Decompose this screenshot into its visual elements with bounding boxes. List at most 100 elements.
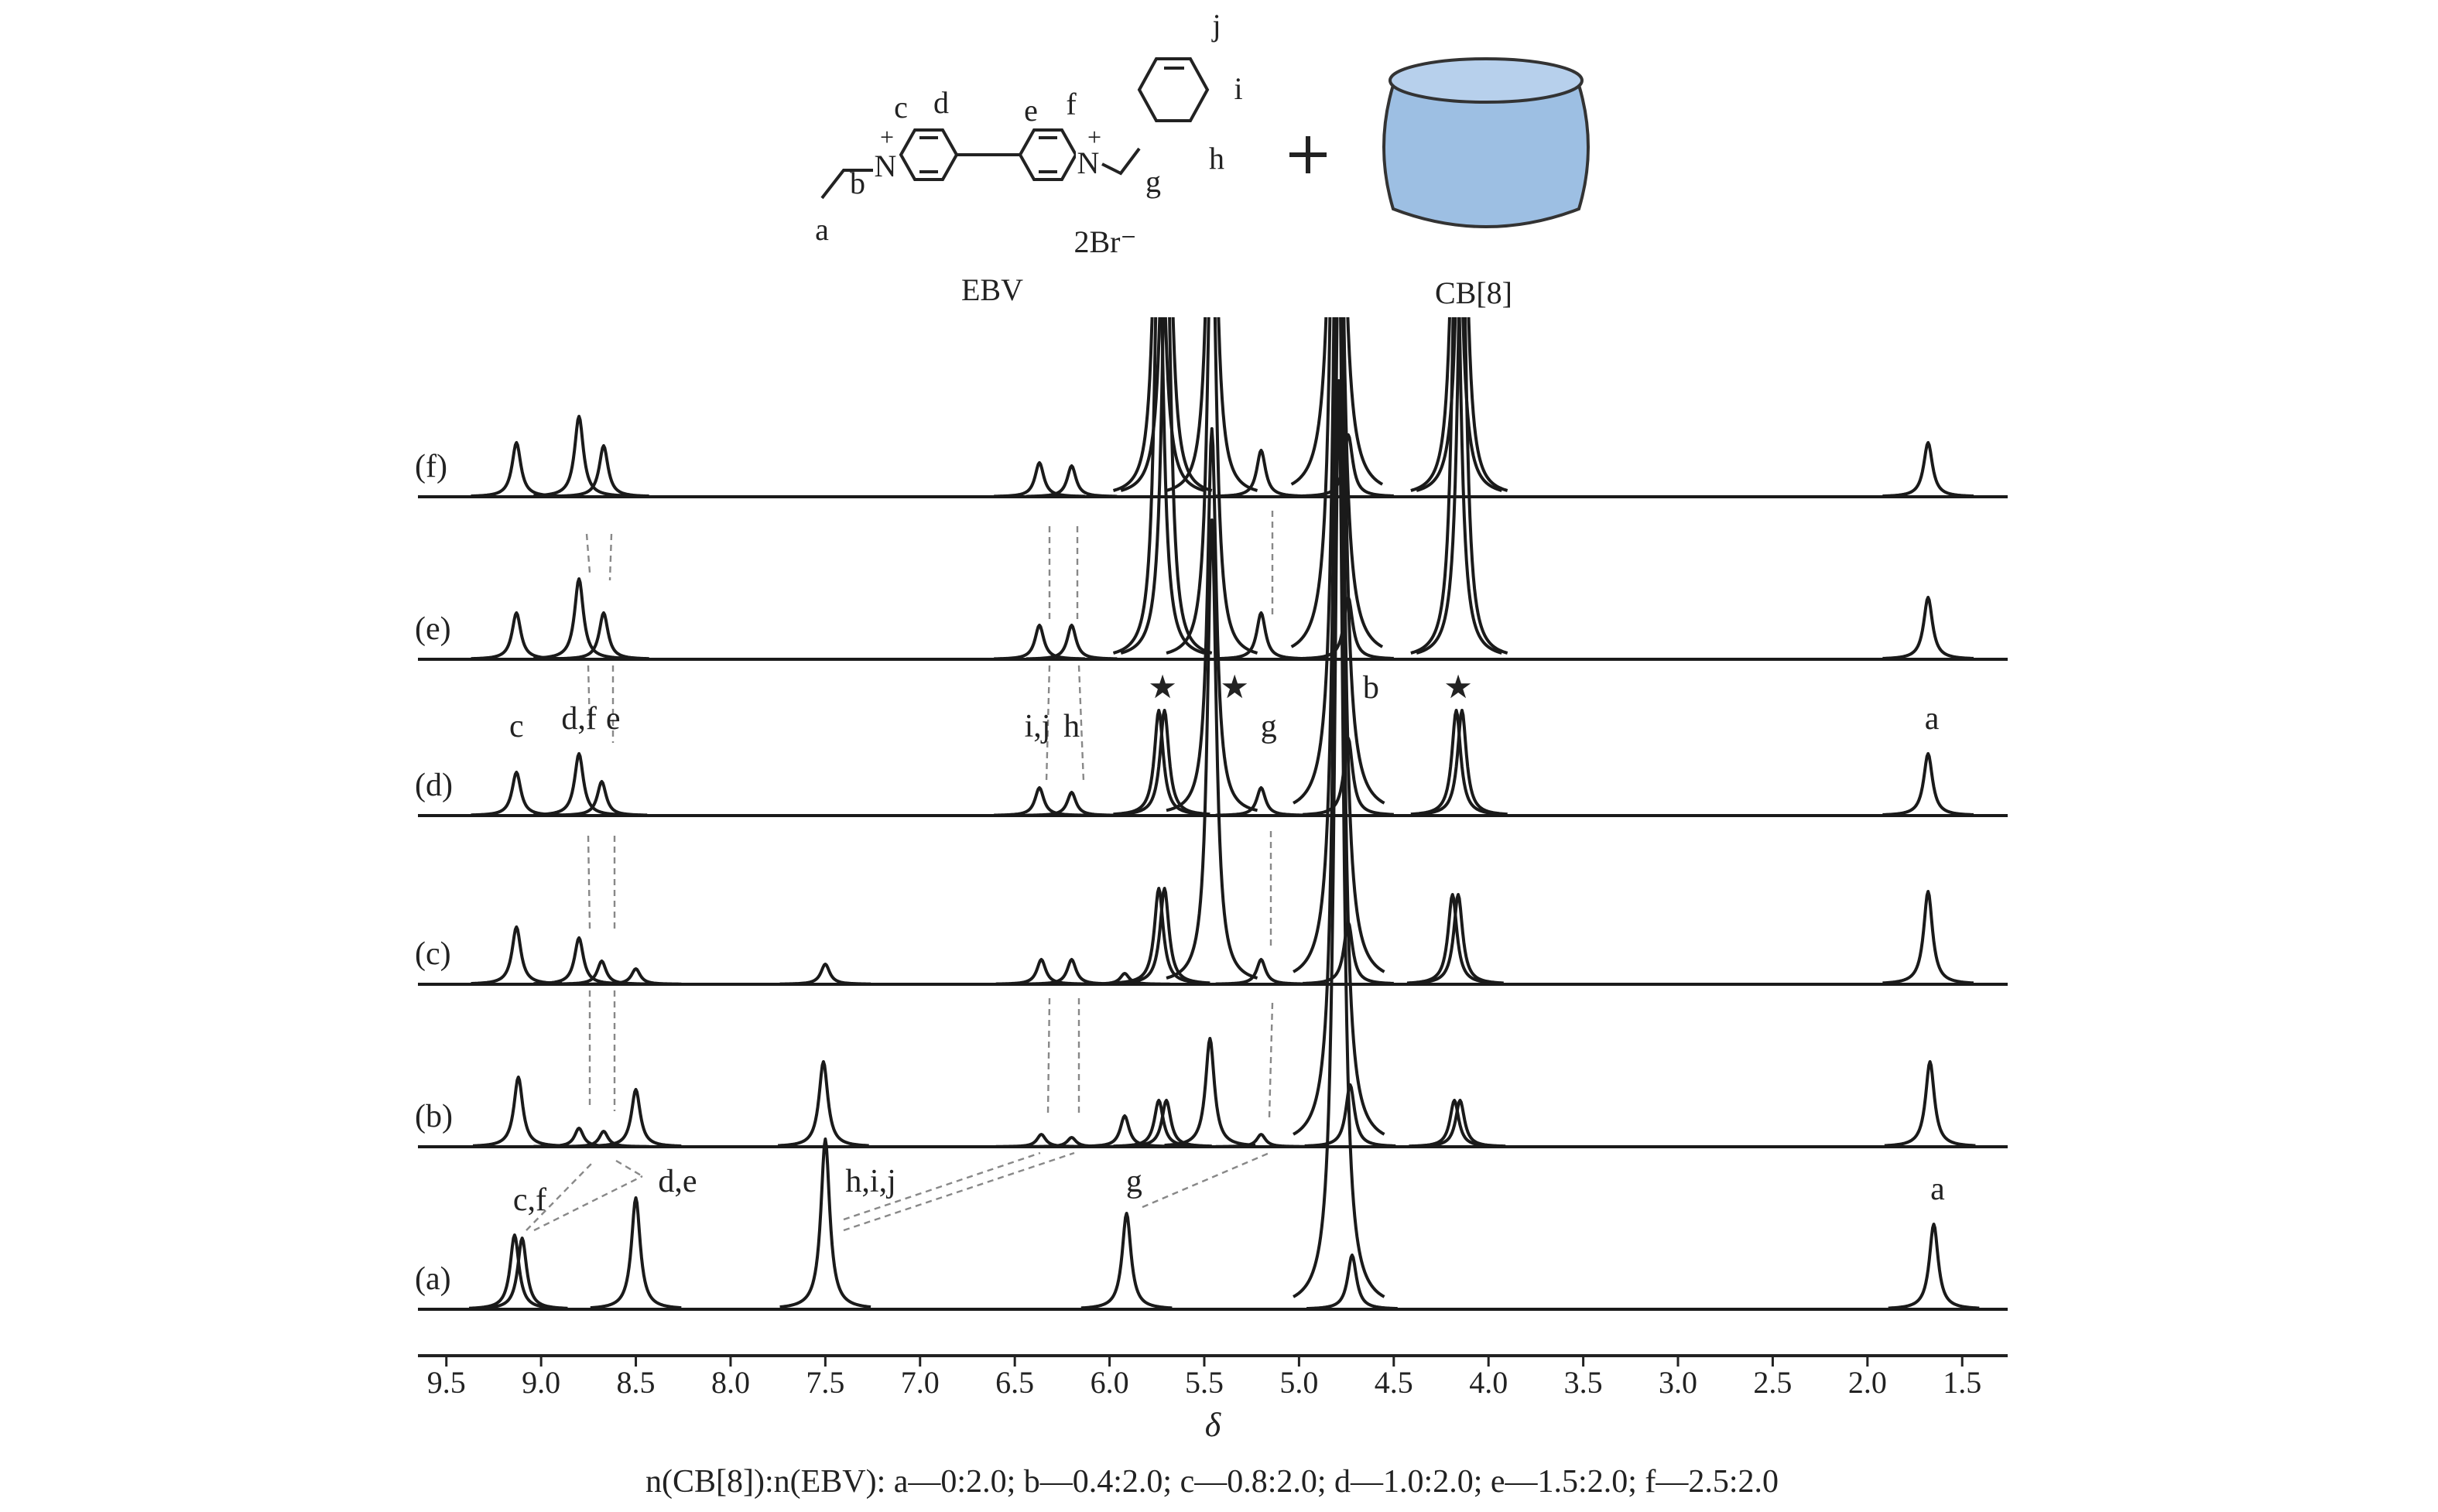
peak bbox=[777, 1060, 870, 1148]
spectrum-label: (d) bbox=[415, 768, 453, 803]
peak bbox=[1302, 737, 1395, 816]
atom-label: g bbox=[1145, 164, 1161, 199]
atom-label: c bbox=[894, 90, 908, 125]
peak-annotation: c bbox=[509, 709, 524, 744]
peak bbox=[557, 611, 650, 661]
cb8-barrel bbox=[1382, 57, 1590, 228]
peak bbox=[532, 577, 625, 660]
peak bbox=[1416, 709, 1508, 816]
peak bbox=[1026, 464, 1118, 498]
peak bbox=[1215, 611, 1307, 661]
x-tick-label: 1.5 bbox=[1943, 1365, 1981, 1400]
atom-label: d bbox=[933, 85, 949, 120]
peak bbox=[532, 1127, 625, 1148]
x-tick-label: 2.5 bbox=[1753, 1365, 1792, 1400]
peak-annotation: e bbox=[606, 701, 621, 737]
peak bbox=[557, 444, 650, 498]
peak bbox=[779, 963, 871, 986]
spectrum-label: (e) bbox=[415, 611, 451, 647]
peak bbox=[1120, 317, 1213, 492]
peak bbox=[1882, 596, 1974, 660]
peak bbox=[1290, 317, 1384, 486]
x-tick-label: 7.0 bbox=[901, 1365, 940, 1400]
peak bbox=[1416, 317, 1508, 492]
peak-annotation: a bbox=[1930, 1172, 1945, 1207]
spectra bbox=[418, 317, 2008, 1311]
x-tick-label: 4.0 bbox=[1469, 1365, 1508, 1400]
x-tick-label: 9.0 bbox=[522, 1365, 560, 1400]
peak bbox=[1215, 786, 1307, 817]
peak bbox=[1888, 1223, 1980, 1310]
x-tick-label: 2.0 bbox=[1848, 1365, 1887, 1400]
peak bbox=[471, 611, 563, 661]
x-tick-label: 8.5 bbox=[617, 1365, 656, 1400]
peak-annotation: a bbox=[1925, 701, 1940, 737]
peak-annotation: ★ bbox=[1220, 670, 1249, 706]
guide-lines bbox=[526, 511, 1274, 1232]
peak bbox=[1290, 317, 1384, 648]
label-backing bbox=[873, 149, 898, 180]
scheme-labels: a b c d e f g h i j N + N + 2Br⁻ EBV CB[… bbox=[815, 8, 1512, 310]
charge-label: + bbox=[880, 123, 894, 151]
peak bbox=[1026, 791, 1118, 817]
x-tick-label: 5.5 bbox=[1185, 1365, 1224, 1400]
peak bbox=[1112, 317, 1205, 492]
peak bbox=[1416, 317, 1508, 655]
peak-annotation: h,i,j bbox=[845, 1164, 895, 1199]
spectrum-label: (c) bbox=[415, 936, 451, 972]
peak bbox=[1293, 379, 1385, 1298]
peak bbox=[1302, 433, 1395, 498]
peak bbox=[557, 1130, 650, 1148]
peak bbox=[476, 1237, 568, 1310]
peak-annotation: b bbox=[1363, 670, 1379, 706]
peak bbox=[1078, 972, 1171, 986]
x-tick-label: 6.5 bbox=[995, 1365, 1034, 1400]
atom-label: h bbox=[1209, 141, 1224, 176]
atom-label: e bbox=[1024, 93, 1038, 128]
peak bbox=[468, 1233, 561, 1310]
peak bbox=[1215, 958, 1307, 986]
peak bbox=[1293, 317, 1385, 805]
plot-area: 9.5 9.0 8.5 8.0 7.5 7.0 6.5 6.0 5.5 5.0 4.5 4.0 3.5 3… bbox=[415, 317, 2008, 1500]
atom-label: a bbox=[815, 212, 829, 247]
x-tick-label: 5.0 bbox=[1279, 1365, 1318, 1400]
peak bbox=[1215, 449, 1307, 498]
peak bbox=[1410, 317, 1502, 492]
peak bbox=[1164, 1037, 1256, 1148]
x-tick-label: 4.5 bbox=[1375, 1365, 1413, 1400]
label-backing bbox=[1076, 145, 1101, 176]
peak-annotation: h bbox=[1063, 709, 1080, 744]
guest-label: EBV bbox=[961, 272, 1023, 307]
peak bbox=[1882, 441, 1974, 498]
atom-label: i bbox=[1234, 71, 1242, 106]
peak bbox=[1120, 1099, 1213, 1148]
peak bbox=[532, 415, 625, 498]
x-axis-title: δ bbox=[1205, 1406, 1222, 1444]
atom-label: b bbox=[850, 166, 865, 200]
peak bbox=[1166, 317, 1258, 655]
peak bbox=[1166, 518, 1258, 980]
peak bbox=[590, 1196, 682, 1310]
peak bbox=[1215, 1133, 1307, 1148]
peak bbox=[993, 624, 1086, 661]
spectrum-label: (a) bbox=[415, 1261, 451, 1297]
peak-annotation: ★ bbox=[1443, 670, 1473, 706]
nitrogen-label: N bbox=[875, 149, 897, 183]
peak bbox=[1166, 317, 1258, 492]
plus-sign bbox=[1289, 136, 1327, 173]
peak-annotation: g bbox=[1261, 709, 1277, 744]
peak bbox=[471, 771, 563, 817]
peak bbox=[1882, 752, 1974, 816]
spectrum-label: (b) bbox=[415, 1099, 453, 1134]
peak bbox=[1302, 596, 1395, 660]
peak bbox=[993, 461, 1086, 498]
caption: n(CB[8]):n(EBV): a—0:2.0; b—0.4:2.0; c—0… bbox=[645, 1464, 1779, 1500]
peak-annotation: i,j bbox=[1025, 709, 1051, 744]
x-tick-label: 9.5 bbox=[427, 1365, 466, 1400]
peak bbox=[1293, 317, 1385, 973]
peak bbox=[1414, 1099, 1506, 1148]
peak bbox=[1293, 317, 1385, 1136]
counterion-label: 2Br⁻ bbox=[1073, 224, 1136, 259]
